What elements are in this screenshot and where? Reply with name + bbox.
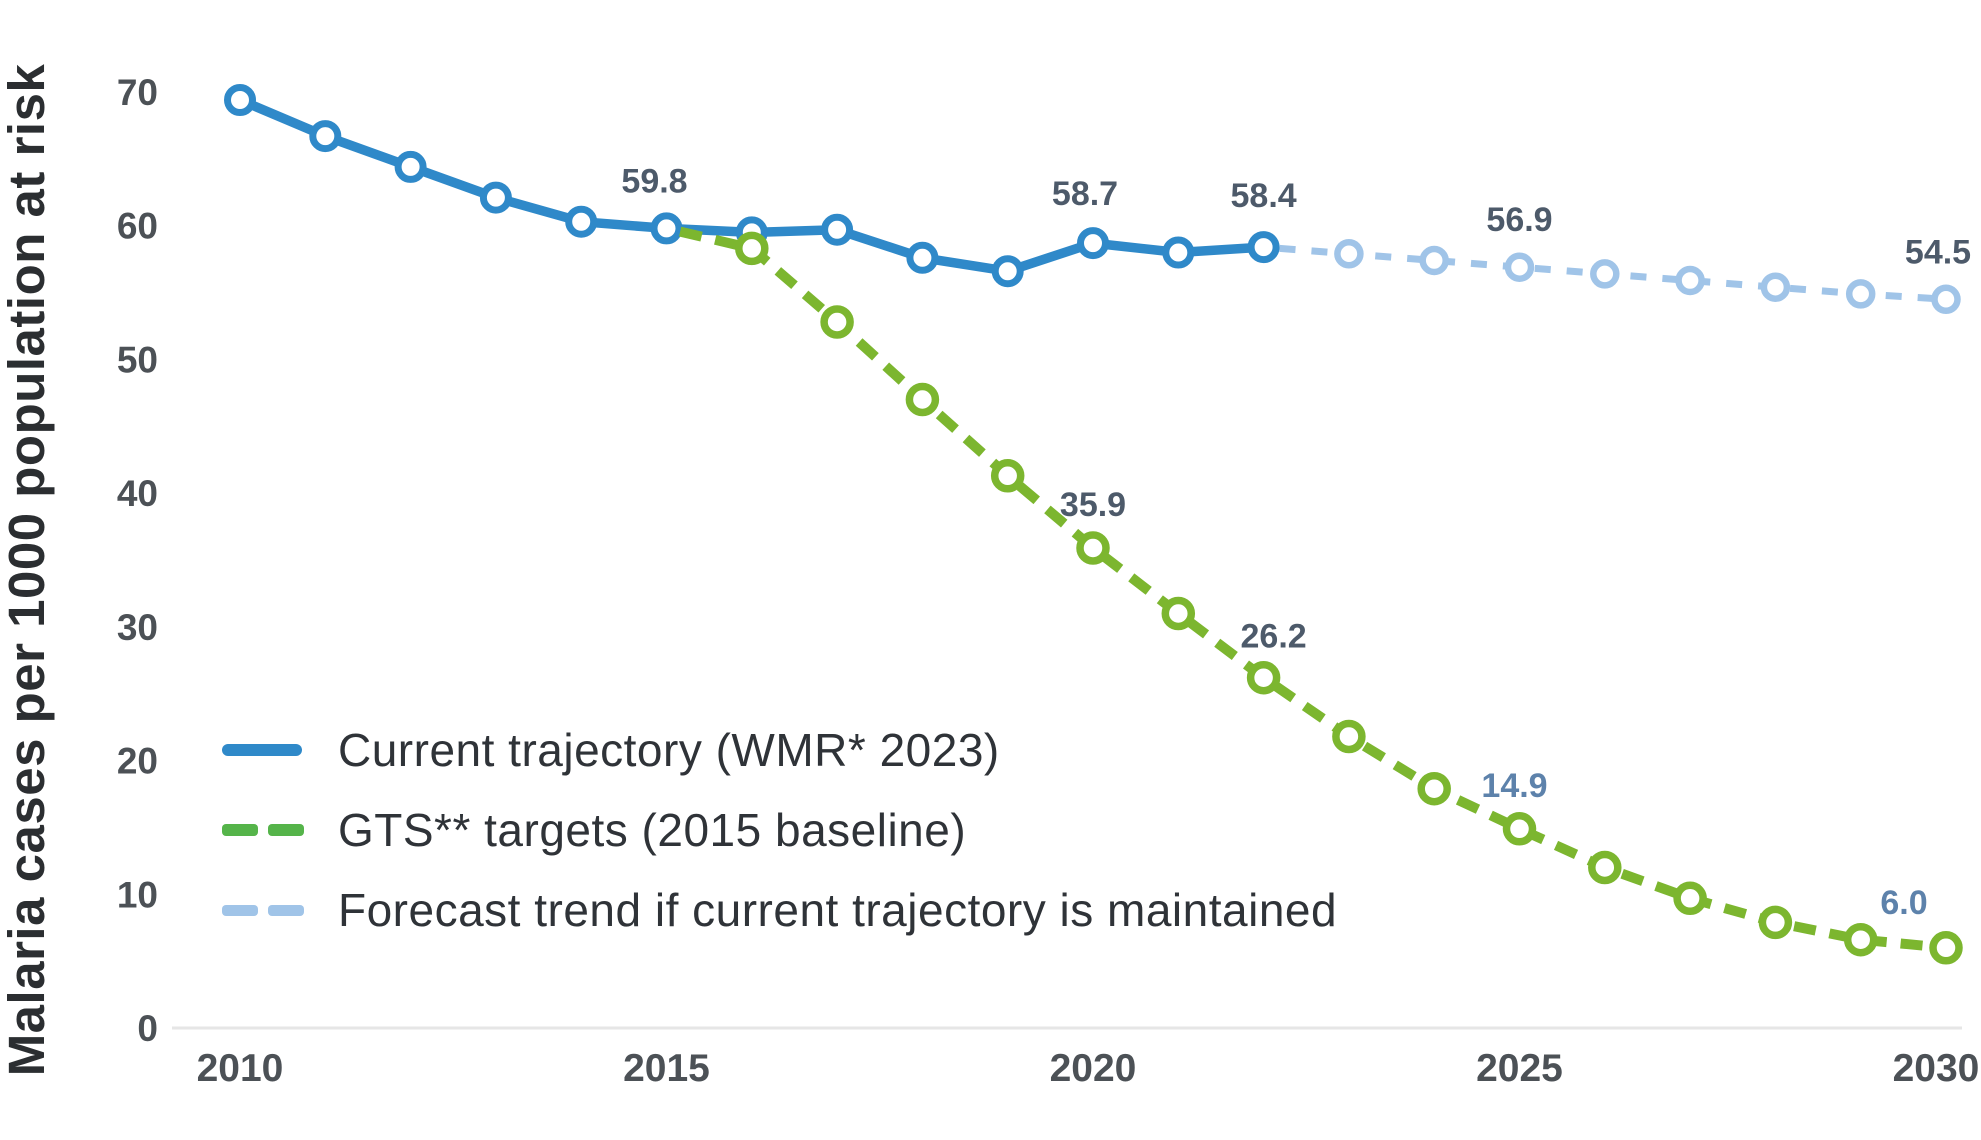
data-point xyxy=(1332,719,1366,754)
legend-swatch-solid-blue-line xyxy=(222,744,306,756)
legend-swatch-dashed-green-line xyxy=(222,824,306,836)
data-point xyxy=(479,181,512,214)
data-point xyxy=(1161,596,1196,631)
series-gts-line xyxy=(665,223,1947,953)
data-point-label: 6.0 xyxy=(1880,884,1927,922)
data-point xyxy=(1758,905,1793,940)
data-point xyxy=(1076,531,1110,565)
y-tick-label: 70 xyxy=(117,72,158,113)
y-axis-title: Malaria cases per 1000 population at ris… xyxy=(0,64,55,1077)
data-point xyxy=(1929,931,1963,965)
y-tick-label: 10 xyxy=(117,874,158,915)
data-point-label: 35.9 xyxy=(1060,486,1126,524)
data-point xyxy=(821,213,854,246)
data-point xyxy=(735,231,769,266)
data-point xyxy=(1931,284,1961,315)
data-point xyxy=(1419,245,1449,276)
x-tick-label: 2020 xyxy=(1050,1047,1137,1090)
y-tick-label: 60 xyxy=(117,206,158,247)
data-point xyxy=(1247,231,1280,264)
data-point xyxy=(1162,236,1195,269)
data-point xyxy=(991,255,1024,288)
data-point xyxy=(309,120,342,153)
data-point xyxy=(650,212,683,245)
data-point-label: 58.4 xyxy=(1231,177,1297,215)
data-point xyxy=(1502,812,1537,846)
data-point xyxy=(1417,771,1451,806)
data-point-label: 14.9 xyxy=(1481,767,1547,805)
data-point-label: 58.7 xyxy=(1052,175,1118,213)
data-point xyxy=(990,459,1025,493)
legend-item-gts-targets: GTS** targets (2015 baseline) xyxy=(222,802,1337,858)
data-point xyxy=(820,305,854,339)
legend-label: Forecast trend if current trajectory is … xyxy=(338,884,1338,936)
data-point-label: 59.8 xyxy=(621,162,687,200)
y-tick-label: 20 xyxy=(117,741,158,782)
legend-item-forecast-trend: Forecast trend if current trajectory is … xyxy=(222,882,1337,938)
y-tick-label: 40 xyxy=(117,473,158,514)
y-tick-label: 30 xyxy=(117,607,158,648)
data-point xyxy=(1675,265,1705,296)
data-point xyxy=(565,205,598,238)
data-point xyxy=(1246,660,1281,695)
legend-label: GTS** targets (2015 baseline) xyxy=(338,804,967,856)
data-point xyxy=(1843,922,1878,957)
series-forecast: 56.9 54.5 xyxy=(1263,201,1971,315)
data-point xyxy=(906,241,939,274)
data-point xyxy=(1590,259,1620,289)
data-point xyxy=(1334,239,1364,269)
legend-item-current-trajectory: Current trajectory (WMR* 2023) xyxy=(222,722,1337,778)
data-point xyxy=(394,150,427,183)
data-point xyxy=(1077,227,1109,260)
data-point xyxy=(905,382,940,417)
chart-legend: Current trajectory (WMR* 2023) GTS** tar… xyxy=(222,722,1337,938)
y-tick-label: 50 xyxy=(117,339,158,380)
x-tick-label: 2010 xyxy=(197,1047,284,1090)
data-point xyxy=(1588,850,1622,885)
legend-label: Current trajectory (WMR* 2023) xyxy=(338,724,1000,776)
x-tick-label: 2015 xyxy=(623,1047,710,1090)
data-point xyxy=(1504,252,1535,282)
data-point-label: 26.2 xyxy=(1241,618,1307,656)
x-tick-label: 2025 xyxy=(1476,1047,1563,1090)
series-gts: 35.9 26.2 14.9 6.0 xyxy=(665,223,1963,965)
data-point-label: 56.9 xyxy=(1486,201,1552,239)
legend-swatch-dashed-lightblue-line xyxy=(222,904,306,916)
data-point xyxy=(1845,279,1876,309)
y-tick-label: 0 xyxy=(137,1008,158,1049)
data-point xyxy=(1760,272,1791,302)
data-point xyxy=(1673,881,1707,916)
data-point xyxy=(224,84,256,116)
x-tick-label: 2030 xyxy=(1893,1047,1980,1090)
data-point-label: 54.5 xyxy=(1905,233,1971,271)
